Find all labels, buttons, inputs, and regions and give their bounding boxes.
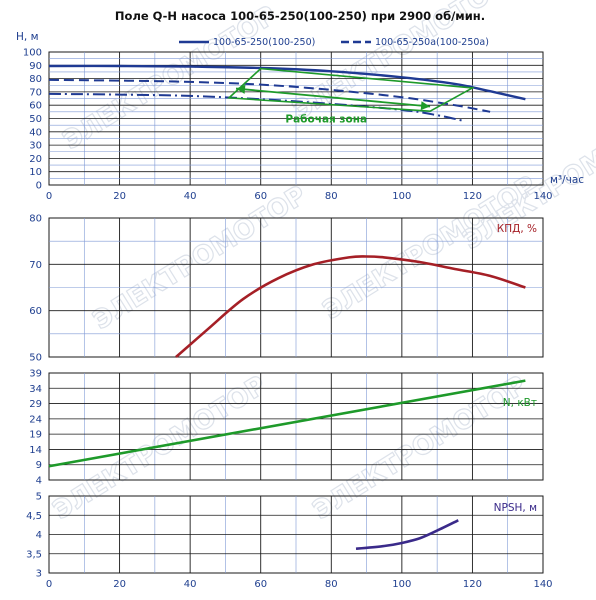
power-ytick-label: 14	[29, 445, 42, 456]
npsh-grid: 3 3,5 4 4,5 5 0 20 40 60 80 100 120 140	[26, 492, 552, 591]
eff-ytick-label: 50	[29, 353, 42, 364]
npsh-series-label: NPSH, м	[494, 502, 537, 514]
qh-ytick-label: 50	[29, 114, 42, 125]
working-zone-label: Рабочая зона	[285, 113, 367, 125]
qh-ytick-label: 30	[29, 141, 42, 152]
watermark-text: ЭЛЕКТРОМОТОР	[58, 0, 282, 156]
qh-xtick-label: 60	[254, 191, 267, 202]
npsh-xtick-label: 40	[184, 579, 197, 590]
npsh-xtick-label: 0	[46, 579, 52, 590]
watermark-text: ЭЛЕКТРОМОТОР	[88, 180, 312, 336]
npsh-line	[355, 519, 459, 550]
working-zone-arrow-head-right	[420, 101, 431, 111]
qh-ytick-label: 100	[23, 48, 42, 59]
npsh-xtick-label: 120	[463, 579, 482, 590]
qh-ytick-label: 60	[29, 101, 42, 112]
qh-xtick-label: 140	[533, 191, 552, 202]
npsh-ytick-label: 3,5	[26, 549, 42, 560]
qh-series-line-2	[48, 92, 463, 122]
npsh-ytick-label: 5	[36, 492, 42, 503]
qh-xtick-label: 100	[392, 191, 411, 202]
power-ytick-label: 29	[29, 399, 42, 410]
qh-series-line-0	[48, 64, 526, 101]
qh-series-line-1	[48, 78, 491, 113]
qh-y-axis-label: Н, м	[16, 31, 39, 43]
qh-ytick-label: 10	[29, 167, 42, 178]
qh-xtick-label: 20	[113, 191, 126, 202]
power-ytick-label: 19	[29, 430, 42, 441]
power-line	[48, 379, 526, 468]
npsh-xtick-label: 140	[533, 579, 552, 590]
npsh-xtick-label: 20	[113, 579, 126, 590]
qh-series-layer: Рабочая зона Н, м м³/час 100-65-250(100-250…	[16, 31, 584, 186]
power-grid: 4 9 14 19 24 29 34 39	[29, 369, 544, 487]
efficiency-line	[175, 255, 526, 358]
power-ytick-label: 4	[36, 476, 42, 487]
eff-ytick-label: 70	[29, 260, 42, 271]
power-ytick-label: 24	[29, 414, 42, 425]
legend-label-1: 100-65-250а(100-250а)	[375, 37, 489, 48]
power-series-label: N, кВт	[503, 397, 537, 409]
eff-ytick-label: 60	[29, 306, 42, 317]
power-ytick-label: 9	[36, 460, 42, 471]
watermark-text: ЭЛЕКТРОМОТОР	[48, 370, 272, 526]
qh-xtick-label: 40	[184, 191, 197, 202]
power-ytick-label: 34	[29, 384, 42, 395]
working-zone-polygon	[227, 67, 476, 112]
qh-x-axis-label: м³/час	[550, 174, 584, 186]
npsh-xtick-label: 60	[254, 579, 267, 590]
qh-ytick-label: 0	[36, 181, 42, 192]
chart-title: Поле Q-H насоса 100-65-250(100-250) при …	[115, 9, 485, 23]
qh-xtick-label: 80	[325, 191, 338, 202]
npsh-ytick-label: 3	[36, 569, 42, 580]
legend-label-0: 100-65-250(100-250)	[213, 37, 315, 48]
npsh-xtick-label: 80	[325, 579, 338, 590]
working-zone-arrow-line	[235, 87, 431, 108]
qh-ytick-label: 70	[29, 87, 42, 98]
qh-ytick-label: 80	[29, 74, 42, 85]
qh-xtick-label: 0	[46, 191, 52, 202]
npsh-ytick-label: 4,5	[26, 511, 42, 522]
power-ytick-label: 39	[29, 369, 42, 380]
qh-xtick-label: 120	[463, 191, 482, 202]
qh-ytick-label: 90	[29, 61, 42, 72]
watermark-text: ЭЛЕКТРОМОТОР	[318, 170, 542, 326]
npsh-ytick-label: 4	[36, 530, 42, 541]
qh-ytick-label: 20	[29, 154, 42, 165]
eff-ytick-label: 80	[29, 214, 42, 225]
working-zone-arrow-head-left	[236, 84, 246, 94]
qh-ytick-label: 40	[29, 127, 42, 138]
qh-grid: 0 10 20 30 40 50 60 70 80 90 100 0 20 40 60 80 100 120 140	[23, 48, 553, 203]
npsh-xtick-label: 100	[392, 579, 411, 590]
efficiency-series-label: КПД, %	[497, 223, 537, 235]
